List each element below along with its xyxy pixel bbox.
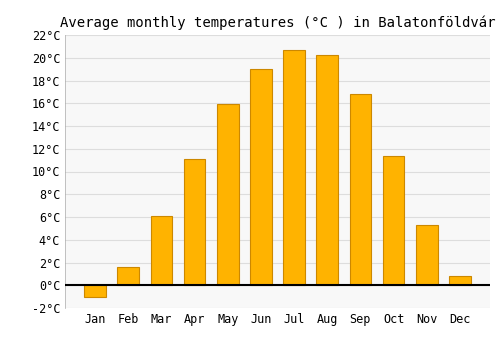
Bar <box>217 104 238 285</box>
Bar <box>184 159 206 285</box>
Bar <box>350 94 371 285</box>
Bar <box>118 267 139 285</box>
Title: Average monthly temperatures (°C ) in Balatonföldvár: Average monthly temperatures (°C ) in Ba… <box>60 15 495 30</box>
Bar <box>416 225 438 285</box>
Bar <box>250 69 272 285</box>
Bar <box>316 56 338 285</box>
Bar <box>150 216 172 285</box>
Bar <box>449 276 470 285</box>
Bar <box>284 50 305 285</box>
Bar <box>383 155 404 285</box>
Bar <box>84 285 106 297</box>
